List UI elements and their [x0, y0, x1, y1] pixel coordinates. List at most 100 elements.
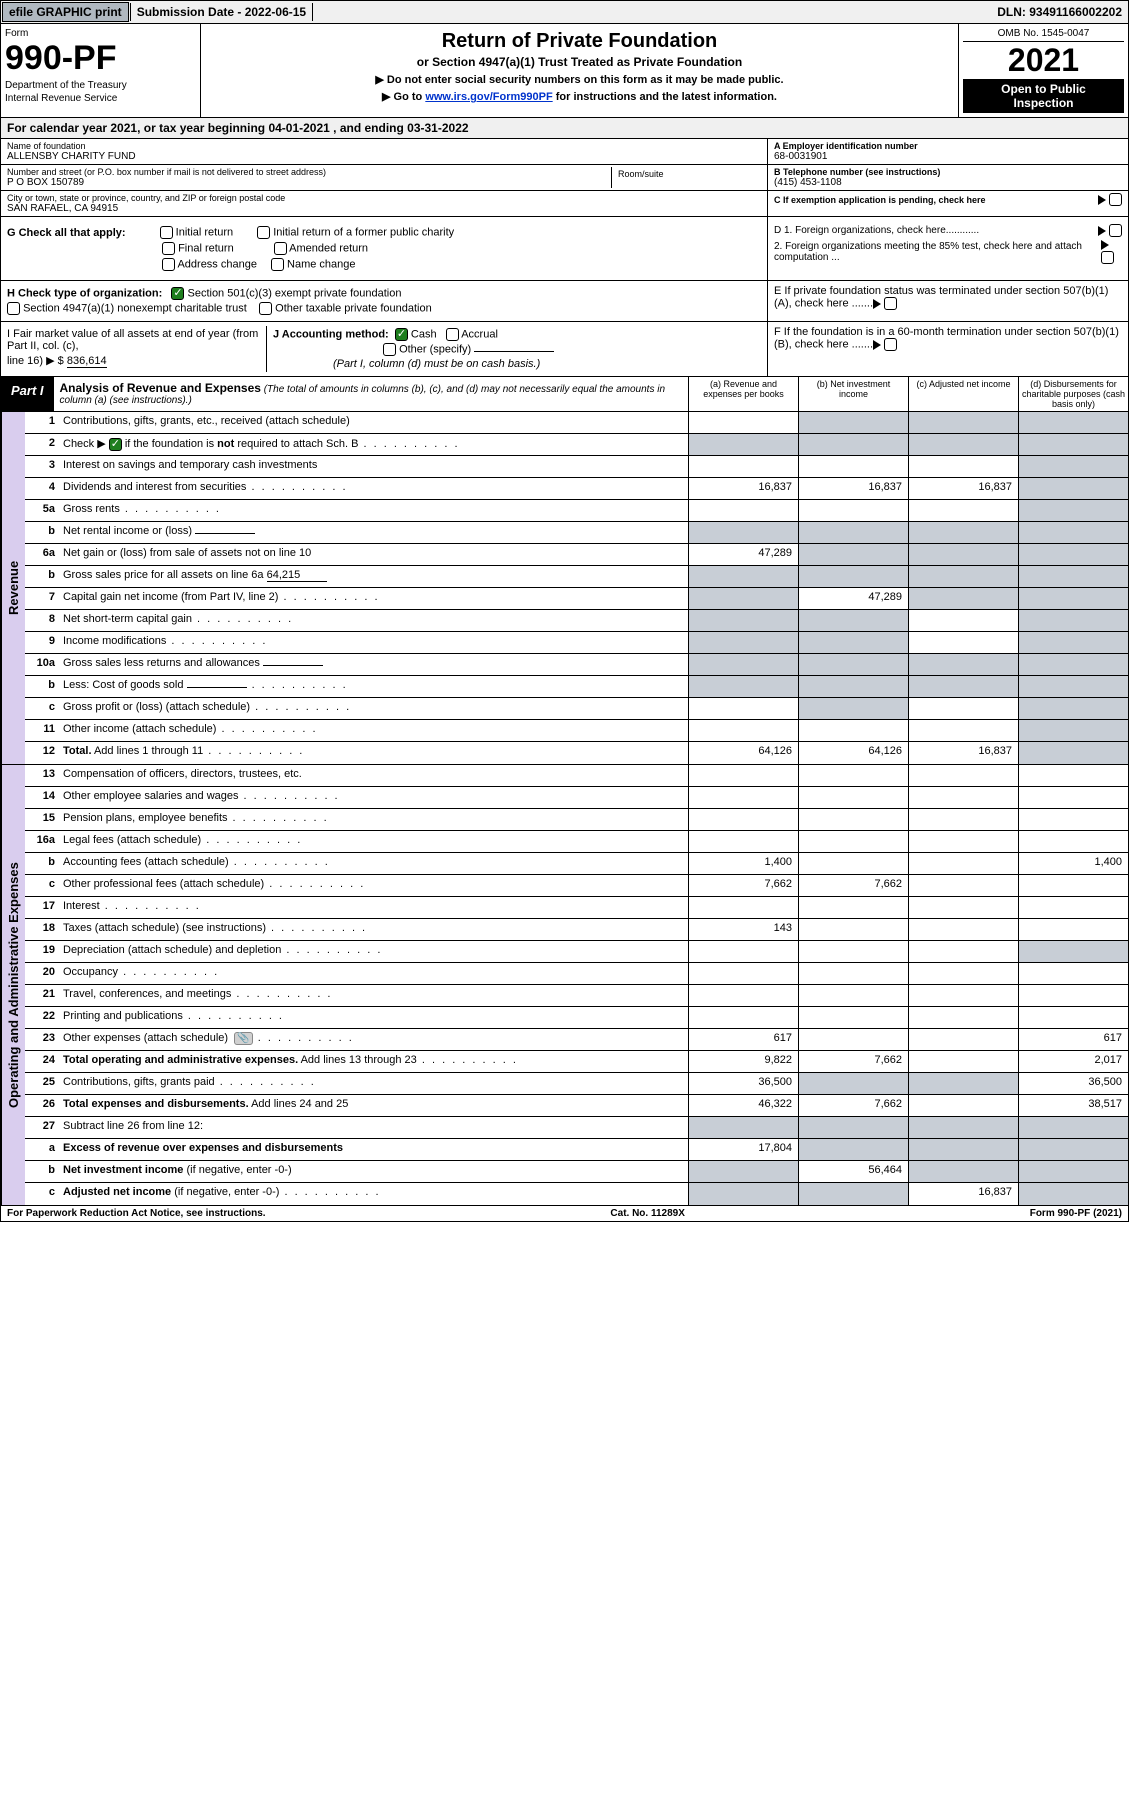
row-number: 3 [25, 456, 59, 477]
table-cell [688, 412, 798, 433]
table-cell [908, 963, 1018, 984]
calendar-year: For calendar year 2021, or tax year begi… [0, 118, 1129, 139]
arrow-icon [873, 299, 881, 309]
table-cell [688, 632, 798, 653]
row-number: 19 [25, 941, 59, 962]
table-cell [908, 654, 1018, 675]
header-left: Form 990-PF Department of the Treasury I… [1, 24, 201, 117]
row-number: 18 [25, 919, 59, 940]
info-block: Name of foundation ALLENSBY CHARITY FUND… [0, 139, 1129, 217]
row-number: 25 [25, 1073, 59, 1094]
row-desc: Adjusted net income (if negative, enter … [59, 1183, 688, 1205]
table-cell [908, 765, 1018, 786]
h-cb-4947[interactable] [7, 302, 20, 315]
dept-treasury: Department of the Treasury [5, 80, 196, 91]
table-cell [1018, 566, 1128, 587]
city-value: SAN RAFAEL, CA 94915 [7, 203, 761, 214]
row-number: 8 [25, 610, 59, 631]
g-cb-final[interactable] [162, 242, 175, 255]
e-section: E If private foundation status was termi… [768, 281, 1128, 321]
row-number: 10a [25, 654, 59, 675]
h-section: H Check type of organization: Section 50… [1, 281, 768, 321]
c-checkbox[interactable] [1109, 193, 1122, 206]
table-cell: 7,662 [798, 1095, 908, 1116]
table-cell [1018, 478, 1128, 499]
table-cell: 17,804 [688, 1139, 798, 1160]
g-section: G Check all that apply: Initial return I… [1, 217, 768, 280]
d2-checkbox[interactable] [1101, 251, 1114, 264]
table-cell [908, 1095, 1018, 1116]
table-cell [688, 1007, 798, 1028]
table-cell [1018, 522, 1128, 543]
table-cell [1018, 412, 1128, 433]
arrow-icon [1098, 226, 1106, 236]
h-cb-501c3[interactable] [171, 287, 184, 300]
addr-label: Number and street (or P.O. box number if… [7, 167, 611, 177]
table-cell: 617 [1018, 1029, 1128, 1050]
e-checkbox[interactable] [884, 297, 897, 310]
row-desc: Contributions, gifts, grants, etc., rece… [59, 412, 688, 433]
table-cell: 1,400 [1018, 853, 1128, 874]
row-desc: Gross sales price for all assets on line… [59, 566, 688, 587]
g-cb-initial-public[interactable] [257, 226, 270, 239]
info-right: A Employer identification number 68-0031… [768, 139, 1128, 216]
table-cell [688, 985, 798, 1006]
table-cell: 617 [688, 1029, 798, 1050]
row-number: b [25, 853, 59, 874]
revenue-side-label: Revenue [1, 412, 25, 764]
row-number: c [25, 875, 59, 896]
row-desc: Net rental income or (loss) [59, 522, 688, 543]
expenses-side-label: Operating and Administrative Expenses [1, 765, 25, 1205]
table-cell [688, 1161, 798, 1182]
table-cell [688, 963, 798, 984]
g-cb-address[interactable] [162, 258, 175, 271]
table-cell [1018, 610, 1128, 631]
d1-checkbox[interactable] [1109, 224, 1122, 237]
table-cell [1018, 676, 1128, 697]
row-number: 20 [25, 963, 59, 984]
row-desc: Capital gain net income (from Part IV, l… [59, 588, 688, 609]
table-cell [688, 610, 798, 631]
row-desc: Total expenses and disbursements. Add li… [59, 1095, 688, 1116]
table-cell [688, 1117, 798, 1138]
table-cell [798, 919, 908, 940]
table-row: 23Other expenses (attach schedule) 📎6176… [25, 1029, 1128, 1051]
table-cell [688, 1183, 798, 1205]
table-row: aExcess of revenue over expenses and dis… [25, 1139, 1128, 1161]
row-desc: Check ▶ if the foundation is not require… [59, 434, 688, 455]
g-cb-name[interactable] [271, 258, 284, 271]
row-number: b [25, 1161, 59, 1182]
j-cb-other[interactable] [383, 343, 396, 356]
f-checkbox[interactable] [884, 338, 897, 351]
room-label: Room/suite [618, 169, 755, 179]
table-cell: 16,837 [908, 1183, 1018, 1205]
row-desc: Gross profit or (loss) (attach schedule) [59, 698, 688, 719]
table-row: 13Compensation of officers, directors, t… [25, 765, 1128, 787]
table-cell [908, 1161, 1018, 1182]
row-number: 11 [25, 720, 59, 741]
table-row: bAccounting fees (attach schedule)1,4001… [25, 853, 1128, 875]
part1-title: Analysis of Revenue and Expenses (The to… [54, 377, 688, 411]
irs-link[interactable]: www.irs.gov/Form990PF [425, 91, 552, 103]
ein-value: 68-0031901 [774, 151, 1122, 162]
row-number: 7 [25, 588, 59, 609]
g-cb-initial[interactable] [160, 226, 173, 239]
table-cell [798, 698, 908, 719]
table-cell [798, 676, 908, 697]
j-cb-accrual[interactable] [446, 328, 459, 341]
table-cell [798, 1139, 908, 1160]
g-cb-amended[interactable] [274, 242, 287, 255]
h-cb-other[interactable] [259, 302, 272, 315]
table-row: 8Net short-term capital gain [25, 610, 1128, 632]
row-desc: Interest on savings and temporary cash i… [59, 456, 688, 477]
table-cell [798, 1029, 908, 1050]
row-desc: Other professional fees (attach schedule… [59, 875, 688, 896]
attach-icon[interactable]: 📎 [234, 1032, 252, 1045]
table-row: 16aLegal fees (attach schedule) [25, 831, 1128, 853]
table-cell [1018, 544, 1128, 565]
row-desc: Depreciation (attach schedule) and deple… [59, 941, 688, 962]
j-cb-cash[interactable] [395, 328, 408, 341]
row-number: 9 [25, 632, 59, 653]
table-cell: 64,126 [688, 742, 798, 764]
efile-btn[interactable]: efile GRAPHIC print [2, 2, 129, 22]
